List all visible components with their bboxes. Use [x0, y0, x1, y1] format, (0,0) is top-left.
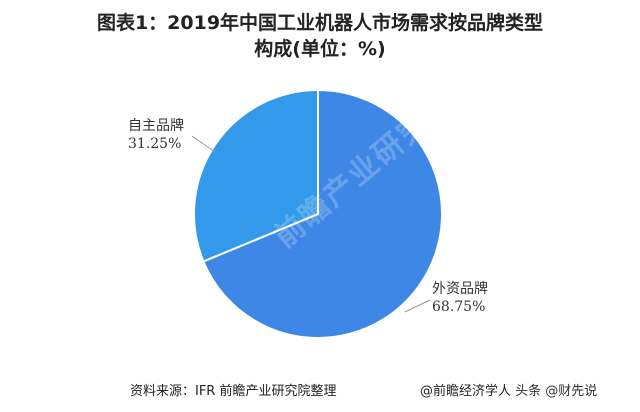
chart-title-line2: 构成(单位：%): [254, 38, 386, 60]
slice-label-2: 自主品牌: [128, 117, 184, 134]
pie-slice-1: [202, 88, 443, 339]
slice-value-2: 31.25%: [128, 136, 181, 152]
leader-line-2: [191, 135, 216, 153]
brand-text: @前瞻经济学人 头条 @财先说: [420, 380, 597, 399]
chart-title-line1: 图表1：2019年中国工业机器人市场需求按品牌类型: [96, 12, 544, 34]
pie-slice-2: [193, 88, 319, 263]
slice-value-1: 68.75%: [432, 299, 485, 315]
slice-label-1: 外资品牌: [432, 280, 488, 297]
chart-title: 图表1：2019年中国工业机器人市场需求按品牌类型 构成(单位：%): [0, 10, 640, 62]
platform-name: 头条 @财先说: [515, 384, 598, 399]
footer: 资料来源：IFR 前瞻产业研究院整理 @前瞻经济学人 头条 @财先说: [0, 378, 640, 404]
brand-name: @前瞻经济学人: [420, 384, 512, 399]
leader-line-1: [404, 299, 431, 313]
source-text: 资料来源：IFR 前瞻产业研究院整理: [130, 384, 337, 399]
